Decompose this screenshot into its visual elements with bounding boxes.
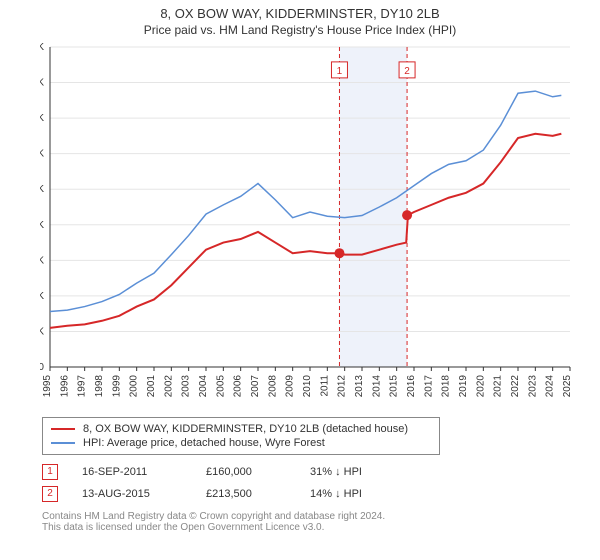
svg-text:2004: 2004 <box>198 375 209 398</box>
legend-swatch-price <box>51 428 75 430</box>
footer-line: This data is licensed under the Open Gov… <box>42 522 600 533</box>
sale-delta: 14% ↓ HPI <box>310 488 362 500</box>
svg-text:2009: 2009 <box>285 375 296 398</box>
svg-text:1996: 1996 <box>59 375 70 398</box>
svg-text:2023: 2023 <box>527 375 538 398</box>
svg-text:2012: 2012 <box>337 375 348 398</box>
legend: 8, OX BOW WAY, KIDDERMINSTER, DY10 2LB (… <box>42 417 440 455</box>
sale-marker-2: 2 <box>42 486 58 502</box>
sale-delta: 31% ↓ HPI <box>310 466 362 478</box>
svg-text:£100K: £100K <box>40 291 44 302</box>
sale-price: £160,000 <box>206 466 286 478</box>
legend-item-price: 8, OX BOW WAY, KIDDERMINSTER, DY10 2LB (… <box>51 422 431 436</box>
svg-text:2007: 2007 <box>250 375 261 398</box>
svg-text:2019: 2019 <box>458 375 469 398</box>
table-row: 1 16-SEP-2011 £160,000 31% ↓ HPI <box>42 461 600 483</box>
sale-date: 16-SEP-2011 <box>82 466 182 478</box>
legend-label-hpi: HPI: Average price, detached house, Wyre… <box>83 437 325 449</box>
svg-text:£250K: £250K <box>40 184 44 195</box>
svg-text:2014: 2014 <box>371 375 382 398</box>
svg-text:1: 1 <box>337 66 343 77</box>
footer: Contains HM Land Registry data © Crown c… <box>42 511 600 533</box>
sale-price: £213,500 <box>206 488 286 500</box>
svg-text:£150K: £150K <box>40 255 44 266</box>
svg-text:2002: 2002 <box>163 375 174 398</box>
svg-text:1995: 1995 <box>42 375 53 398</box>
table-row: 2 13-AUG-2015 £213,500 14% ↓ HPI <box>42 483 600 505</box>
svg-text:2018: 2018 <box>441 375 452 398</box>
svg-text:1999: 1999 <box>111 375 122 398</box>
svg-text:1998: 1998 <box>94 375 105 398</box>
svg-text:2011: 2011 <box>319 375 330 397</box>
svg-text:2017: 2017 <box>423 375 434 398</box>
svg-text:1997: 1997 <box>77 375 88 398</box>
chart-subtitle: Price paid vs. HM Land Registry's House … <box>0 21 600 41</box>
svg-text:2013: 2013 <box>354 375 365 398</box>
footer-line: Contains HM Land Registry data © Crown c… <box>42 511 600 522</box>
svg-text:£400K: £400K <box>40 78 44 89</box>
svg-text:2022: 2022 <box>510 375 521 398</box>
svg-text:2: 2 <box>404 66 410 77</box>
legend-swatch-hpi <box>51 442 75 444</box>
svg-text:2000: 2000 <box>129 375 140 398</box>
svg-text:£300K: £300K <box>40 149 44 160</box>
svg-text:2020: 2020 <box>475 375 486 398</box>
svg-text:£0: £0 <box>40 362 44 373</box>
svg-text:2006: 2006 <box>233 375 244 398</box>
svg-text:2015: 2015 <box>389 375 400 398</box>
sales-table: 1 16-SEP-2011 £160,000 31% ↓ HPI 2 13-AU… <box>42 461 600 505</box>
legend-label-price: 8, OX BOW WAY, KIDDERMINSTER, DY10 2LB (… <box>83 423 408 435</box>
svg-text:2005: 2005 <box>215 375 226 398</box>
svg-text:£50K: £50K <box>40 326 44 337</box>
line-chart: £0 £50K £100K £150K £200K £250K £300K £350K £400… <box>40 41 600 411</box>
svg-text:£350K: £350K <box>40 113 44 124</box>
svg-text:2021: 2021 <box>493 375 504 398</box>
svg-text:2016: 2016 <box>406 375 417 398</box>
svg-text:2025: 2025 <box>562 375 573 398</box>
svg-text:2001: 2001 <box>146 375 157 398</box>
legend-item-hpi: HPI: Average price, detached house, Wyre… <box>51 436 431 450</box>
chart-title: 8, OX BOW WAY, KIDDERMINSTER, DY10 2LB <box>0 0 600 21</box>
chart-container: 8, OX BOW WAY, KIDDERMINSTER, DY10 2LB P… <box>0 0 600 560</box>
sale-marker-1: 1 <box>42 464 58 480</box>
svg-text:2024: 2024 <box>545 375 556 398</box>
sale-date: 13-AUG-2015 <box>82 488 182 500</box>
svg-text:£200K: £200K <box>40 220 44 231</box>
svg-text:£450K: £450K <box>40 42 44 53</box>
svg-text:2003: 2003 <box>181 375 192 398</box>
svg-text:2010: 2010 <box>302 375 313 398</box>
chart-area: £0 £50K £100K £150K £200K £250K £300K £350K £400… <box>40 41 600 411</box>
svg-text:2008: 2008 <box>267 375 278 398</box>
